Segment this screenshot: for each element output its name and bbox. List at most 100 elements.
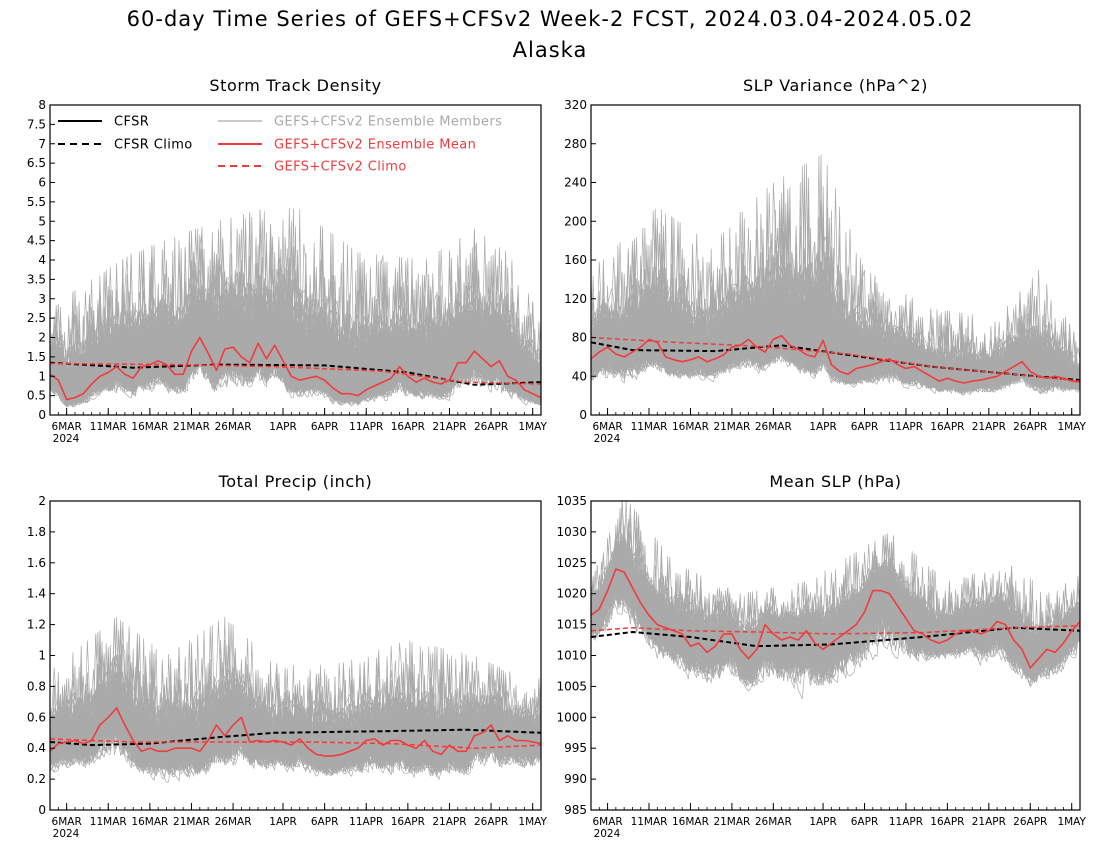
ensemble-member-line bbox=[591, 262, 1080, 391]
ensemble-members bbox=[591, 154, 1080, 396]
legend-entry: GEFS+CFSv2 Ensemble Mean bbox=[218, 138, 476, 153]
y-tick-label: 0.6 bbox=[27, 710, 46, 724]
y-tick-label: 8 bbox=[38, 98, 46, 112]
legend: CFSR CFSR Climo GEFS+CFSv2 Ensemble Member… bbox=[58, 115, 502, 175]
x-tick-label: 26MAR bbox=[755, 816, 792, 828]
y-tick-label: 2 bbox=[38, 494, 46, 508]
y-tick-label: 0.2 bbox=[27, 772, 46, 786]
legend-entry: CFSR Climo bbox=[58, 138, 193, 153]
y-tick-label: 240 bbox=[564, 176, 587, 190]
y-tick-label: 160 bbox=[564, 253, 587, 267]
y-tick-label: 320 bbox=[564, 98, 587, 112]
plot-area bbox=[50, 207, 541, 408]
ensemble-members bbox=[591, 501, 1080, 700]
y-tick-label: 2 bbox=[38, 331, 46, 345]
y-tick-label: 4 bbox=[38, 253, 46, 267]
y-tick-label: 1.8 bbox=[27, 525, 46, 539]
y-tick-label: 1.2 bbox=[27, 618, 46, 632]
ensemble-member-line bbox=[50, 259, 541, 405]
y-tick-label: 1010 bbox=[556, 649, 587, 663]
legend-label: GEFS+CFSv2 Ensemble Mean bbox=[274, 138, 476, 153]
y-tick-label: 3.5 bbox=[27, 272, 46, 286]
panel-meanslp: Mean SLP (hPa) 985 990 995 1000 1005 1010 1015 1… bbox=[556, 472, 1086, 840]
ensemble-member-line bbox=[591, 558, 1080, 672]
ensemble-member-line bbox=[591, 565, 1080, 686]
x-tick-label: 26APR bbox=[474, 816, 508, 828]
legend-entry: GEFS+CFSv2 Climo bbox=[218, 160, 406, 175]
legend-label: CFSR bbox=[114, 115, 149, 130]
x-tick-label: 21APR bbox=[432, 816, 466, 828]
ensemble-member-line bbox=[50, 629, 541, 763]
x-tick-year-label: 2024 bbox=[594, 828, 621, 840]
legend-entry: GEFS+CFSv2 Ensemble Members bbox=[218, 115, 502, 130]
x-tick-label: 11MAR bbox=[631, 816, 668, 828]
ensemble-member-line bbox=[50, 645, 541, 772]
y-tick-label: 1.5 bbox=[27, 350, 46, 364]
ensemble-member-line bbox=[591, 186, 1080, 386]
cfsr-climo-line bbox=[591, 626, 1080, 648]
x-tick-year-label: 2024 bbox=[594, 433, 621, 445]
x-tick-label: 26APR bbox=[1013, 816, 1047, 828]
ensemble-member-line bbox=[50, 231, 541, 401]
x-tick-label: 21APR bbox=[972, 816, 1006, 828]
x-tick-label: 1MAY bbox=[518, 421, 547, 433]
x-tick-label: 21MAR bbox=[713, 421, 750, 433]
x-tick-label: 26MAR bbox=[215, 816, 252, 828]
panels: Storm Track Density 0 0.5 1 1.5 2 2.5 3 3.5 4 4.5 5… bbox=[27, 76, 1087, 840]
x-tick-label: 26APR bbox=[1013, 421, 1047, 433]
ensemble-member-line bbox=[50, 247, 541, 404]
cfsr-climo-line bbox=[50, 728, 541, 747]
y-tick-label: 80 bbox=[572, 331, 587, 345]
ensemble-mean-line bbox=[50, 707, 541, 757]
gefs-climo-line bbox=[50, 738, 541, 749]
y-tick-label: 0.8 bbox=[27, 679, 46, 693]
ensemble-members bbox=[50, 616, 541, 783]
y-tick-label: 995 bbox=[564, 741, 587, 755]
ensemble-member-line bbox=[591, 234, 1080, 396]
y-tick-label: 7 bbox=[38, 137, 46, 151]
x-tick-label: 21MAR bbox=[173, 816, 210, 828]
x-tick-label: 1APR bbox=[809, 816, 837, 828]
y-tick-label: 1 bbox=[38, 649, 46, 663]
x-tick-label: 6MAR bbox=[52, 816, 82, 828]
x-tick-label: 11APR bbox=[349, 421, 383, 433]
y-tick-label: 7.5 bbox=[27, 117, 46, 131]
x-tick-label: 6MAR bbox=[52, 421, 82, 433]
x-tick-label: 6APR bbox=[851, 816, 879, 828]
y-tick-label: 1 bbox=[38, 369, 46, 383]
figure-title: 60-day Time Series of GEFS+CFSv2 Week-2 … bbox=[127, 7, 974, 31]
panel-slpvar: SLP Variance (hPa^2) 0 40 80 120 160 200 240 280… bbox=[564, 76, 1086, 445]
x-tick-label: 1MAY bbox=[518, 816, 547, 828]
x-tick-label: 26APR bbox=[474, 421, 508, 433]
x-tick-label: 1APR bbox=[269, 421, 297, 433]
y-tick-label: 40 bbox=[572, 369, 587, 383]
y-tick-label: 200 bbox=[564, 214, 587, 228]
y-tick-label: 3 bbox=[38, 292, 46, 306]
y-tick-label: 1000 bbox=[556, 710, 587, 724]
x-tick-label: 11APR bbox=[889, 421, 923, 433]
x-tick-label: 16MAR bbox=[131, 421, 168, 433]
legend-label: CFSR Climo bbox=[114, 138, 193, 153]
x-tick-label: 21APR bbox=[432, 421, 466, 433]
ensemble-member-line bbox=[591, 209, 1080, 385]
y-tick-label: 1025 bbox=[556, 556, 587, 570]
ensemble-member-line bbox=[50, 654, 541, 771]
y-tick-label: 4.5 bbox=[27, 234, 46, 248]
y-tick-label: 120 bbox=[564, 292, 587, 306]
ensemble-member-line bbox=[591, 540, 1080, 680]
panel-title: Mean SLP (hPa) bbox=[769, 472, 901, 491]
y-tick-label: 0.4 bbox=[27, 741, 46, 755]
x-tick-label: 16MAR bbox=[672, 816, 709, 828]
x-tick-label: 6APR bbox=[311, 421, 339, 433]
y-tick-label: 6.5 bbox=[27, 156, 46, 170]
ensemble-member-line bbox=[50, 692, 541, 783]
legend-label: GEFS+CFSv2 Ensemble Members bbox=[274, 115, 502, 130]
y-tick-label: 1030 bbox=[556, 525, 587, 539]
x-tick-label: 6MAR bbox=[592, 421, 622, 433]
ensemble-member-line bbox=[591, 277, 1080, 389]
x-tick-label: 1APR bbox=[269, 816, 297, 828]
x-tick-label: 21APR bbox=[972, 421, 1006, 433]
x-tick-label: 11MAR bbox=[90, 421, 127, 433]
x-tick-label: 11APR bbox=[349, 816, 383, 828]
x-tick-label: 1MAY bbox=[1057, 421, 1086, 433]
